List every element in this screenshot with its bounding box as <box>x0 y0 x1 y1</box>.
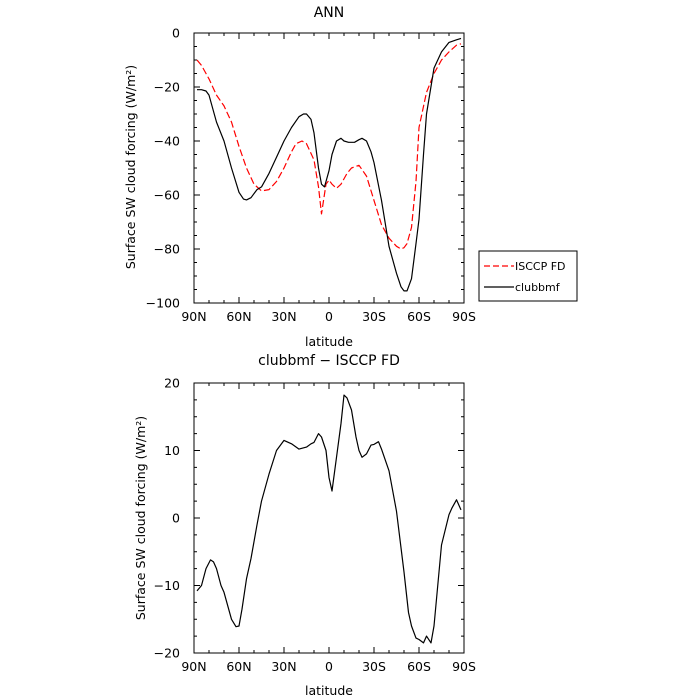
top-xtick-label: 90N <box>181 309 206 324</box>
top-ytick-label: −40 <box>154 134 180 149</box>
top-ytick-label: −80 <box>154 242 180 257</box>
bottom-xtick-label: 90S <box>452 659 476 674</box>
legend: ISCCP FD clubbmf <box>478 250 578 302</box>
top-ytick-label: −60 <box>154 188 180 203</box>
bottom-xtick-label: 90N <box>181 659 206 674</box>
bottom-ytick-label: −20 <box>154 646 180 661</box>
bottom-chart-title: clubbmf − ISCCP FD <box>258 353 400 369</box>
top-panel: ANN latitude Surface SW cloud forcing (W… <box>123 5 476 349</box>
top-plot-frame <box>193 32 465 304</box>
top-series-lines <box>196 37 462 292</box>
top-series-line-clubbmf <box>197 37 462 292</box>
bottom-xtick-label: 30S <box>362 659 386 674</box>
top-xtick-label: 60N <box>226 309 251 324</box>
bottom-y-axis-label: Surface SW cloud forcing (W/m²) <box>133 416 148 620</box>
bottom-plot-frame <box>193 382 465 654</box>
bottom-ytick-label: −10 <box>154 578 180 593</box>
top-xtick-label: 0 <box>325 309 333 324</box>
bottom-xtick-label: 60S <box>407 659 431 674</box>
top-xtick-label: 90S <box>452 309 476 324</box>
bottom-xtick-label: 30N <box>271 659 296 674</box>
bottom-ytick-label: 20 <box>164 376 180 391</box>
bottom-panel: clubbmf − ISCCP FD latitude Surface SW c… <box>133 353 476 698</box>
bottom-tick-labels: 90N 60N 30N 0 30S 60S 90S −20 −10 0 10 20 <box>154 376 476 675</box>
top-ytick-label: −100 <box>146 296 180 311</box>
top-x-axis-label: latitude <box>305 334 353 349</box>
top-xtick-label: 60S <box>407 309 431 324</box>
legend-label-isccp: ISCCP FD <box>515 260 566 273</box>
bottom-x-axis-label: latitude <box>305 683 353 698</box>
bottom-tick-marks <box>193 382 465 654</box>
top-xtick-label: 30N <box>271 309 296 324</box>
legend-label-clubbmf: clubbmf <box>515 281 561 294</box>
top-chart-title: ANN <box>314 5 345 21</box>
top-series-line-isccp-fd <box>196 43 462 250</box>
bottom-series-line-0 <box>196 394 462 644</box>
legend-box <box>478 250 578 302</box>
top-xtick-label: 30S <box>362 309 386 324</box>
bottom-ytick-label: 0 <box>172 511 180 526</box>
bottom-xtick-label: 0 <box>325 659 333 674</box>
bottom-xtick-label: 60N <box>226 659 251 674</box>
bottom-ytick-label: 10 <box>164 443 180 458</box>
top-ytick-label: 0 <box>172 26 180 41</box>
bottom-series-lines <box>196 394 462 644</box>
top-tick-labels: 90N 60N 30N 0 30S 60S 90S −100 −80 −60 −40 −20 0 <box>146 26 476 325</box>
top-ytick-label: −20 <box>154 80 180 95</box>
top-y-axis-label: Surface SW cloud forcing (W/m²) <box>123 65 138 269</box>
